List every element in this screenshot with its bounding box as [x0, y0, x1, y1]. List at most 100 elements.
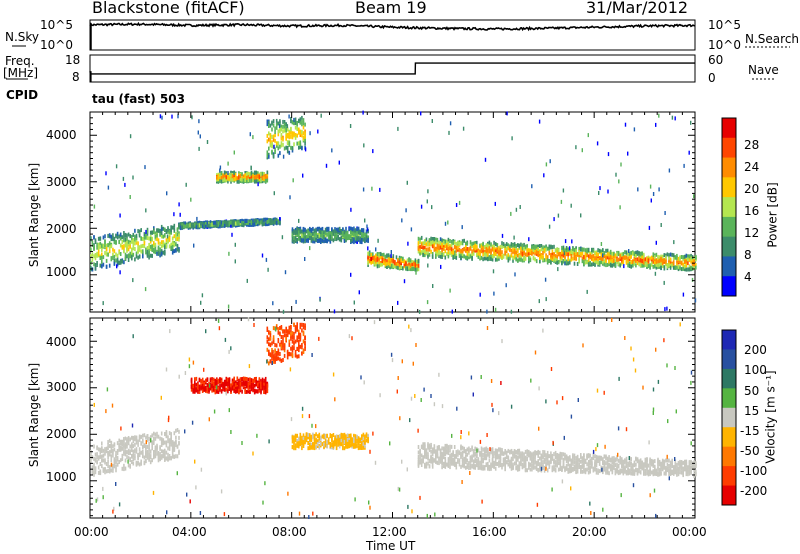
- data-cell: [238, 171, 240, 176]
- data-cell: [108, 233, 111, 238]
- data-cell: [137, 255, 139, 260]
- data-cell: [564, 261, 566, 266]
- data-cell: [515, 257, 517, 262]
- data-cell: [121, 235, 124, 240]
- data-cell: [460, 249, 462, 254]
- noise-point: [401, 218, 403, 223]
- data-cell: [127, 253, 130, 258]
- data-cell: [138, 233, 141, 238]
- data-cell: [403, 262, 406, 267]
- data-cell: [450, 243, 453, 248]
- data-cell: [332, 229, 335, 234]
- data-cell: [309, 233, 311, 238]
- data-cell: [669, 252, 672, 257]
- data-cell: [321, 230, 324, 235]
- data-cell: [274, 147, 276, 152]
- data-cell: [482, 252, 484, 257]
- data-cell: [105, 247, 108, 251]
- data-cell: [323, 235, 325, 239]
- data-cell: [294, 353, 297, 358]
- data-cell: [630, 251, 632, 255]
- data-cell: [175, 248, 177, 253]
- data-cell: [305, 234, 308, 239]
- data-cell: [293, 335, 295, 340]
- data-cell: [113, 447, 116, 452]
- data-cell: [236, 389, 239, 394]
- data-cell: [354, 228, 357, 233]
- data-cell: [269, 218, 272, 223]
- data-cell: [261, 221, 264, 226]
- data-cell: [658, 264, 661, 269]
- data-cell: [690, 265, 692, 270]
- data-cell: [535, 259, 538, 264]
- data-cell: [186, 223, 188, 228]
- data-cell: [154, 436, 157, 441]
- data-cell: [417, 445, 420, 449]
- data-cell: [234, 380, 237, 385]
- data-cell: [373, 255, 376, 260]
- data-cell: [365, 235, 368, 240]
- data-cell: [154, 245, 157, 250]
- data-cell: [137, 442, 139, 447]
- data-cell: [690, 259, 692, 264]
- data-cell: [119, 458, 122, 463]
- data-cell: [367, 433, 369, 438]
- data-cell: [129, 254, 131, 259]
- data-cell: [170, 230, 172, 235]
- data-cell: [534, 246, 536, 250]
- noise-point: [309, 246, 311, 251]
- noise-point: [372, 149, 374, 154]
- data-cell: [417, 236, 420, 241]
- data-cell: [302, 436, 305, 441]
- data-cell: [364, 232, 366, 237]
- data-cell: [383, 257, 385, 262]
- data-cell: [512, 258, 514, 263]
- data-cell: [208, 387, 210, 392]
- data-cell: [241, 377, 243, 381]
- data-cell: [480, 255, 483, 260]
- data-cell: [684, 267, 686, 272]
- data-cell: [108, 241, 111, 246]
- data-cell: [534, 251, 536, 256]
- data-cell: [272, 220, 275, 225]
- velocity-cbar-tick-neg50: -50: [740, 444, 760, 458]
- data-cell: [142, 433, 144, 438]
- data-cell: [126, 444, 128, 449]
- data-cell: [110, 458, 113, 463]
- noise-point: [286, 124, 289, 129]
- scatter-region: [417, 235, 697, 272]
- data-cell: [556, 254, 558, 259]
- data-cell: [149, 239, 152, 244]
- data-cell: [266, 335, 269, 340]
- data-cell: [250, 221, 253, 225]
- data-cell: [372, 259, 374, 264]
- data-cell: [211, 379, 213, 384]
- data-cell: [351, 229, 354, 234]
- data-cell: [132, 439, 135, 444]
- data-cell: [348, 444, 350, 449]
- data-cell: [288, 351, 291, 356]
- noise-point: [403, 279, 406, 284]
- data-cell: [291, 148, 294, 153]
- data-cell: [545, 245, 547, 250]
- data-cell: [452, 249, 454, 254]
- data-cell: [246, 175, 248, 180]
- data-cell: [296, 127, 298, 131]
- noise-point: [273, 191, 275, 196]
- noise-point: [304, 257, 306, 261]
- data-cell: [249, 222, 251, 227]
- data-cell: [329, 231, 332, 235]
- data-cell: [639, 263, 642, 268]
- data-cell: [142, 249, 144, 254]
- data-cell: [576, 262, 579, 266]
- data-cell: [94, 457, 97, 462]
- data-cell: [468, 252, 470, 257]
- data-cell: [450, 250, 453, 254]
- data-cell: [118, 447, 120, 452]
- data-cell: [175, 443, 177, 448]
- data-cell: [548, 251, 551, 256]
- data-cell: [576, 252, 579, 257]
- data-cell: [208, 223, 210, 228]
- data-cell: [373, 261, 376, 266]
- data-cell: [636, 257, 639, 262]
